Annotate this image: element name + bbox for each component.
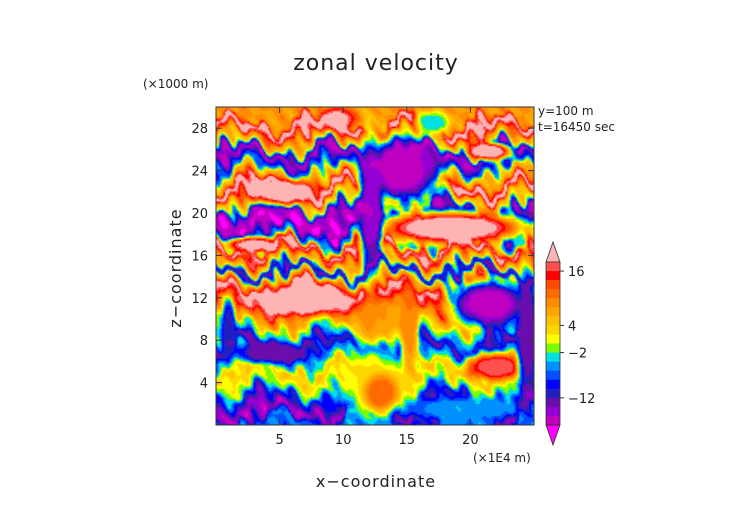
colorbar-segment	[546, 406, 560, 417]
colorbar: 16 4 −2 −12	[545, 240, 595, 447]
y-axis-title: z−coordinate	[166, 208, 185, 327]
colorbar-segment	[546, 352, 560, 362]
colorbar-segment	[546, 271, 560, 281]
y-tick-label: 12	[191, 292, 208, 307]
x-axis: 5 10 15 20	[275, 107, 479, 448]
colorbar-extend-min	[545, 424, 561, 447]
y-axis: 4 8 12 16 20 24 28	[191, 122, 534, 392]
colorbar-frame	[545, 261, 561, 426]
colorbar-segment	[546, 280, 560, 290]
chart-title: zonal velocity	[293, 51, 459, 76]
x-tick-label: 20	[462, 433, 479, 448]
plot-frame	[215, 106, 535, 426]
y-tick-label: 8	[200, 334, 208, 349]
colorbar-extend-max	[545, 240, 561, 263]
y-unit-label: (×1000 m)	[143, 77, 208, 91]
x-tick-label: 5	[275, 433, 283, 448]
colorbar-tick-label: −12	[568, 392, 595, 407]
heatmap-plot-area	[216, 107, 534, 425]
y-tick-label: 20	[191, 207, 208, 222]
y-tick-label: 4	[200, 377, 208, 392]
colorbar-segment	[546, 343, 560, 353]
colorbar-segment	[546, 361, 560, 371]
colorbar-tick-label: 16	[568, 265, 585, 280]
x-axis-title: x−coordinate	[316, 472, 436, 491]
colorbar-segment	[546, 289, 560, 299]
colorbar-segment	[546, 388, 560, 399]
x-unit-label: (×1E4 m)	[473, 451, 531, 465]
y-tick-label: 28	[191, 122, 208, 137]
colorbar-segment	[546, 397, 560, 408]
colorbar-segment	[546, 298, 560, 308]
colorbar-tick-label: 4	[568, 319, 576, 334]
colorbar-segment	[546, 325, 560, 335]
colorbar-segment	[546, 307, 560, 317]
y-tick-label: 24	[191, 165, 208, 180]
x-tick-label: 15	[399, 433, 416, 448]
velocity-field-image	[216, 107, 534, 425]
annotation-y-position: y=100 m	[538, 104, 594, 118]
colorbar-segment	[546, 262, 560, 272]
colorbar-tick-label: −2	[568, 347, 587, 362]
colorbar-segment	[546, 334, 560, 344]
x-tick-label: 10	[335, 433, 352, 448]
colorbar-segment	[546, 379, 560, 390]
colorbar-segment	[546, 370, 560, 381]
colorbar-segment	[546, 316, 560, 326]
y-tick-label: 16	[191, 249, 208, 264]
annotation-time: t=16450 sec	[538, 120, 615, 134]
colorbar-segment	[546, 415, 560, 426]
